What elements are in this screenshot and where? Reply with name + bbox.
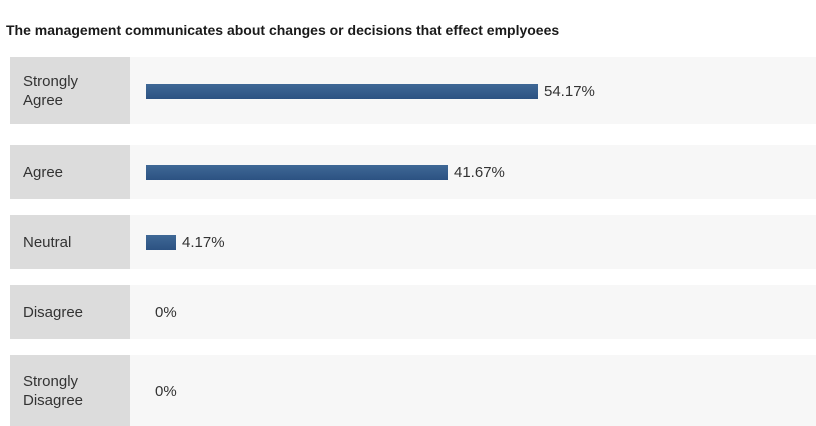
category-label: Neutral [23, 233, 72, 251]
category-label: Strongly Disagree [23, 372, 84, 409]
category-label: Agree [23, 163, 64, 181]
value-label: 54.17% [544, 83, 595, 100]
chart-title: The management communicates about change… [6, 22, 560, 38]
chart-row: Strongly Agree 54.17% [10, 57, 816, 124]
value-label: 41.67% [454, 164, 505, 181]
category-label-box: Strongly Agree [10, 57, 130, 124]
value-label: 0% [155, 304, 177, 321]
value-label: 4.17% [182, 234, 225, 251]
category-label: Strongly Agree [23, 72, 79, 109]
category-label-box: Strongly Disagree [10, 355, 130, 426]
bar [146, 84, 538, 99]
category-label: Disagree [23, 303, 84, 321]
category-label-box: Disagree [10, 285, 130, 339]
bar [146, 235, 176, 250]
chart-row: Neutral 4.17% [10, 215, 816, 269]
category-label-box: Neutral [10, 215, 130, 269]
bar [146, 165, 448, 180]
category-label-box: Agree [10, 145, 130, 199]
chart-row: Strongly Disagree 0% [10, 355, 816, 426]
chart-row: Disagree 0% [10, 285, 816, 339]
chart-row: Agree 41.67% [10, 145, 816, 199]
value-label: 0% [155, 383, 177, 400]
